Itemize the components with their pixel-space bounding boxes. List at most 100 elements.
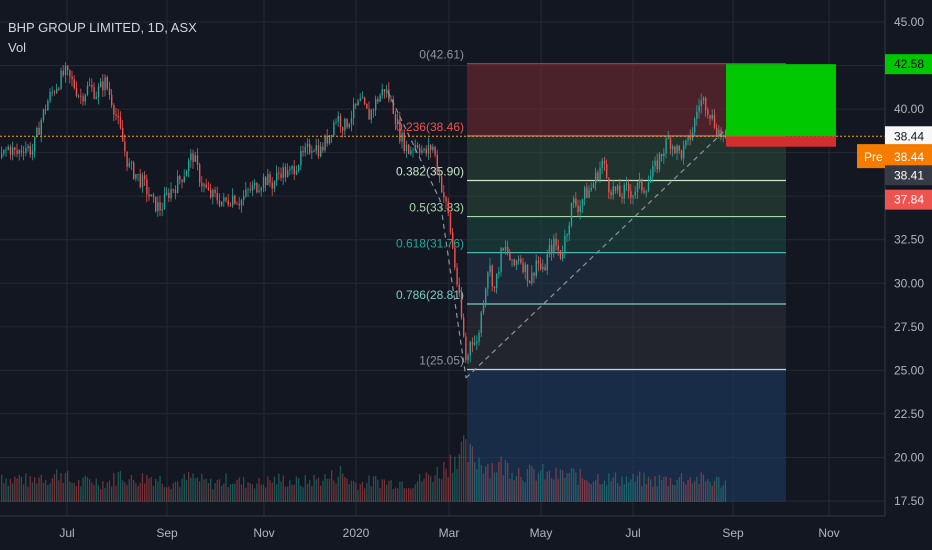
candle-body [568,225,570,235]
volume-bar [436,467,438,502]
target-zone[interactable] [726,64,836,137]
volume-bar [551,478,553,502]
volume-bar [225,473,227,502]
price-badge[interactable]: 37.84 [885,189,932,210]
price-badge[interactable]: 42.58 [885,54,932,75]
volume-bar [584,479,586,502]
trend-path[interactable] [387,91,467,379]
candle-body [652,165,654,177]
candle-body [271,182,273,189]
candle-body [641,179,643,191]
candle-body [551,244,553,254]
price-tick-label: 17.50 [894,494,924,508]
volume-bar [372,476,375,502]
candle-body [713,114,716,128]
volume-bar [397,488,399,502]
volume-bar [247,482,249,502]
volume-bar [680,473,683,502]
volume-bar [630,479,632,502]
volume-bar [229,484,232,502]
drawing-overlay[interactable] [0,64,885,379]
candle-body [443,192,445,198]
volume-bar [566,473,568,502]
volume-bar [243,476,245,502]
volume-bar [128,479,130,502]
volume-bar [577,484,579,502]
volume-bar [12,483,14,502]
volume-bar [689,476,691,502]
time-tick-label: Sep [156,526,178,540]
volume-bar [166,487,168,502]
candle-body [119,117,122,128]
volume-bar [456,469,458,502]
price-badge[interactable]: 38.44 [885,126,932,147]
candle-body [639,179,641,183]
volume-bar [447,477,449,502]
candle-body [421,150,423,153]
candle-body [386,89,388,93]
price-badge[interactable]: Pre 38.44 [857,144,932,169]
volume-bar [322,480,324,502]
candle-body [128,162,130,167]
volume-bar [672,484,674,502]
candle-body [14,147,16,150]
volume-bar [401,481,403,502]
candle-body [471,342,474,345]
candle-body [599,167,601,180]
candle-body [82,96,84,102]
time-axis[interactable]: Jul Sep Nov 2020 Mar May Jul Sep Nov [0,515,885,540]
price-axis-bg [885,0,932,550]
candle-body [584,187,586,200]
candle-body [656,160,658,170]
candle-body [163,194,166,209]
candle-body [557,245,559,251]
fib-zone [467,252,786,305]
volume-bar [724,480,727,502]
volume-bar [137,486,139,502]
trend-line[interactable] [465,71,787,379]
candle-body [199,164,201,183]
candle-body [265,177,267,186]
candle-body [27,145,29,148]
candle-body [181,179,183,182]
volume-bar [504,460,507,502]
fib-level-label: 0.236(38.46) [396,120,464,134]
candle-body [34,136,36,152]
candle-body [476,341,478,344]
volume-bar [174,481,177,502]
candle-body [566,234,568,236]
candle-body [287,170,289,178]
candle-body [592,183,595,188]
candle-body [203,184,205,187]
volume-bar [350,480,353,502]
volume-bar [304,475,306,502]
candle-body [7,146,9,150]
candle-body [700,100,702,107]
candle-body [276,172,278,182]
volume-bar [262,484,265,502]
fib-zone [467,304,786,370]
stop-zone[interactable] [726,136,836,147]
volume-bar [375,475,377,502]
volume-bar [317,477,320,502]
candle-body [161,208,163,211]
candle-body [144,175,146,180]
volume-bar [467,462,469,502]
volume-bar [643,472,645,502]
volume-bar [709,481,711,502]
candle-body [689,135,691,140]
candle-body [284,167,287,178]
candle-body [390,99,392,100]
candle-body [80,95,82,97]
volume-bar [5,478,7,502]
price-badge[interactable]: 38.41 [885,165,932,186]
candle-body [650,176,652,183]
price-axis[interactable]: 45.0042.5040.0037.5035.0032.5030.0027.50… [857,0,932,550]
volume-bar [298,478,300,502]
candle-body [223,197,225,202]
candle-body [425,148,427,154]
volume-bar [540,470,542,502]
candle-body [29,145,31,155]
candle-body [491,265,493,287]
